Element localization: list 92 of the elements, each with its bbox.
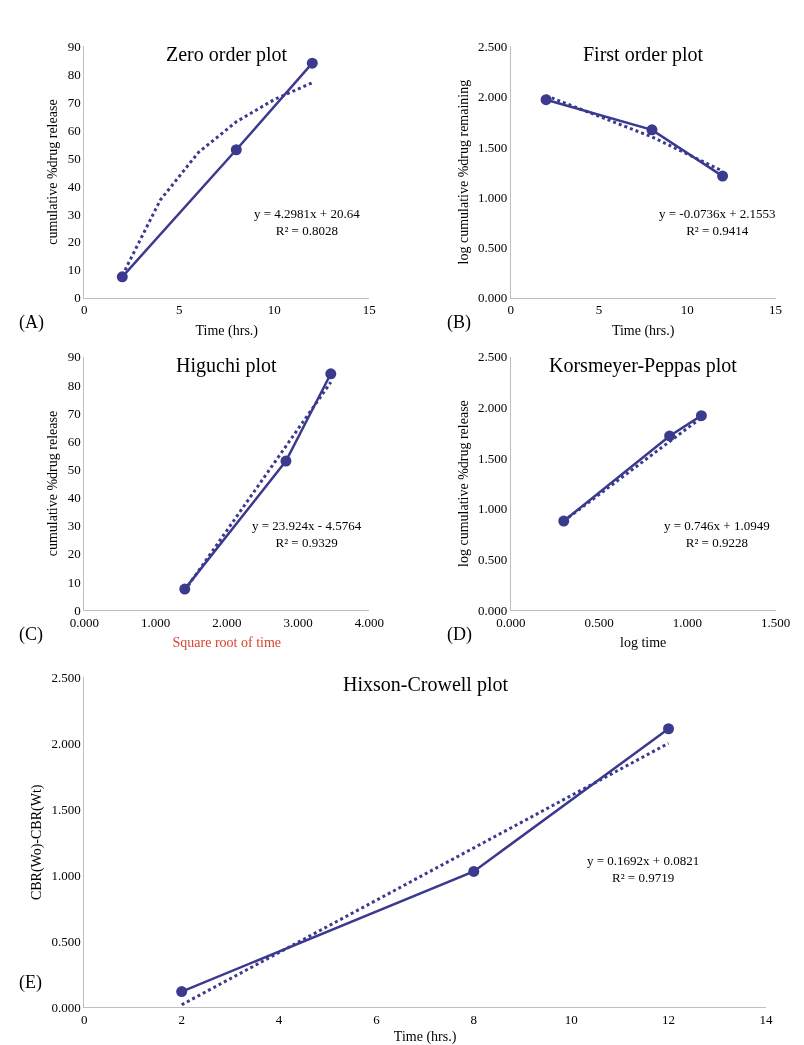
y-tick-label: 80 — [67, 66, 81, 82]
chart-title: Hixson-Crowell plot — [343, 673, 509, 696]
y-tick-label: 90 — [67, 349, 81, 365]
y-tick-label: 2.500 — [477, 38, 508, 54]
chart-title: First order plot — [583, 43, 704, 66]
point — [468, 865, 480, 877]
y-axis-title: CBR(Wo)-CBR(Wt) — [29, 784, 46, 901]
y-tick-label: 2.500 — [477, 349, 508, 365]
text: (C) — [19, 624, 43, 645]
x-tick-label: 10 — [680, 302, 694, 318]
point — [280, 455, 292, 467]
y-tick-label: 90 — [67, 38, 81, 54]
text: (E) — [19, 972, 42, 993]
y-tick-label: 10 — [67, 574, 81, 590]
y-tick-label: 70 — [67, 94, 81, 110]
y-tick-label: 0.500 — [51, 933, 81, 949]
y-tick-label: 30 — [67, 206, 81, 222]
x-axis-title: Square root of time — [172, 635, 282, 651]
x-tick-label: 5 — [176, 302, 183, 318]
y-tick-label: 60 — [67, 433, 81, 449]
x-tick-label: 12 — [662, 1012, 676, 1028]
y-tick-label: 1.000 — [477, 189, 508, 205]
y-axis-title: log cumulative %drug release — [455, 400, 471, 567]
text: (B) — [447, 312, 471, 333]
y-tick-label: 80 — [67, 377, 81, 393]
y-tick-label: 0.000 — [477, 290, 508, 306]
x-tick-label: 8 — [470, 1012, 478, 1028]
chart-title: Zero order plot — [166, 43, 288, 66]
text: (D) — [447, 624, 472, 645]
x-tick-label: 15 — [769, 302, 783, 318]
y-tick-label: 2.000 — [477, 89, 508, 105]
x-tick-label: 15 — [362, 302, 376, 318]
annotation: y = 0.1692x + 0.0821 R² = 0.9719 — [587, 853, 700, 885]
y-tick-label: 20 — [67, 234, 81, 250]
y-tick-label: 2.000 — [477, 400, 508, 416]
y-tick-label: 2.000 — [51, 735, 81, 751]
point — [306, 57, 318, 69]
x-tick-label: 2 — [178, 1012, 185, 1028]
y-tick-label: 1.500 — [51, 801, 81, 817]
y-tick-label: 50 — [67, 150, 81, 166]
point — [717, 170, 729, 182]
y-tick-label: 40 — [67, 490, 81, 506]
point — [176, 986, 188, 998]
point — [663, 723, 675, 735]
y-tick-label: 0.500 — [477, 240, 508, 256]
y-axis-title: cumulative %drug release — [45, 410, 61, 557]
x-tick-label: 4 — [275, 1012, 283, 1028]
x-tick-label: 0.500 — [584, 614, 614, 630]
y-tick-label: 1.500 — [477, 450, 508, 466]
y-tick-label: 30 — [67, 518, 81, 534]
x-tick-label: 1.000 — [140, 614, 171, 630]
point — [325, 368, 337, 380]
y-tick-label: 0.000 — [51, 999, 81, 1015]
x-tick-label: 6 — [373, 1012, 381, 1028]
y-tick-label: 20 — [67, 546, 81, 562]
x-axis-title: Time (hrs.) — [195, 322, 259, 339]
y-tick-label: 0.500 — [477, 552, 508, 568]
annotation: y = -0.0736x + 2.1553 R² = 0.9414 — [659, 206, 776, 238]
y-tick-label: 2.500 — [51, 669, 81, 685]
y-tick-label: 1.000 — [51, 867, 81, 883]
x-tick-label: 3.000 — [283, 614, 313, 630]
x-tick-label: 1.500 — [760, 614, 791, 630]
x-tick-label: 4.000 — [354, 614, 384, 630]
y-axis-title: log cumulative %drug remaining — [455, 79, 471, 265]
y-tick-label: 10 — [67, 262, 81, 278]
y-axis-title: cumulative %drug release — [45, 99, 61, 245]
x-tick-label: 10 — [564, 1012, 578, 1028]
chart-title: Korsmeyer-Peppas plot — [549, 354, 738, 377]
point — [230, 144, 242, 156]
point — [695, 410, 707, 422]
x-axis-title: log time — [620, 635, 667, 651]
annotation: y = 4.2981x + 20.64 R² = 0.8028 — [254, 206, 361, 238]
point — [646, 124, 658, 136]
y-tick-label: 1.500 — [477, 139, 508, 155]
annotation: y = 0.746x + 1.0949 R² = 0.9228 — [664, 518, 770, 550]
x-tick-label: 1.000 — [672, 614, 702, 630]
text: (A) — [19, 312, 44, 333]
y-tick-label: 1.000 — [477, 501, 508, 517]
y-tick-label: 0 — [74, 290, 81, 306]
y-tick-label: 70 — [67, 405, 81, 421]
x-axis-title: Time (hrs.) — [393, 1029, 457, 1045]
chart-title: Higuchi plot — [176, 354, 277, 377]
x-tick-label: 2.000 — [212, 614, 242, 630]
x-tick-label: 5 — [595, 302, 603, 318]
y-tick-label: 0 — [74, 602, 81, 618]
y-tick-label: 50 — [67, 462, 81, 478]
x-axis-title: Time (hrs.) — [611, 322, 675, 339]
y-tick-label: 40 — [67, 178, 81, 194]
annotation: y = 23.924x - 4.5764 R² = 0.9329 — [252, 518, 362, 550]
x-tick-label: 10 — [267, 302, 281, 318]
x-tick-label: 14 — [759, 1012, 773, 1028]
y-tick-label: 60 — [67, 122, 81, 138]
